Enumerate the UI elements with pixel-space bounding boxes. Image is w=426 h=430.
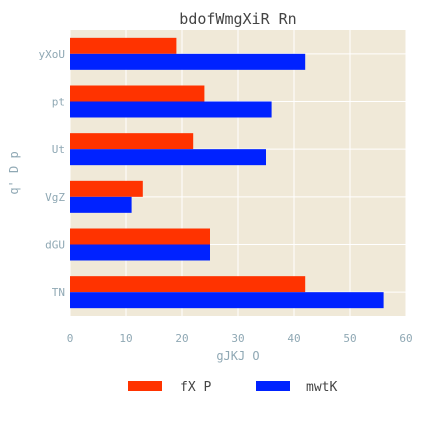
x-tick-label-2: 20: [175, 332, 188, 345]
x-tick-label-6: 60: [399, 332, 412, 345]
x-tick-label-0: 0: [67, 332, 74, 345]
bar-mwtk-ut: [70, 149, 266, 166]
bar-fx-p-ut: [70, 133, 194, 150]
y-tick-label-vgz: VgZ: [45, 191, 65, 204]
x-tick-label-3: 30: [231, 332, 244, 345]
y-tick-labels: TN dGU VgZ Ut pt yXoU: [39, 48, 66, 299]
bar-fx-p-pt: [70, 85, 205, 102]
bar-mwtk-vgz: [70, 196, 132, 213]
bar-fx-p-yxou: [70, 37, 177, 54]
x-axis-label: gJKJ O: [216, 349, 259, 363]
legend-swatch-mwtk: [256, 381, 290, 391]
y-tick-label-ut: Ut: [52, 143, 65, 156]
bar-mwtk-dgu: [70, 244, 210, 261]
x-tick-label-1: 10: [119, 332, 132, 345]
legend: fX P mwtK: [128, 380, 337, 395]
bars: [70, 37, 384, 309]
bar-fx-p-dgu: [70, 228, 210, 245]
x-tick-label-4: 40: [287, 332, 300, 345]
y-tick-label-yxou: yXoU: [39, 48, 66, 61]
x-tick-labels: 0 10 20 30 40 50 60: [67, 332, 413, 345]
y-axis-label: q' D p: [7, 151, 21, 194]
legend-label-mwtk: mwtK: [306, 380, 337, 395]
bar-mwtk-yxou: [70, 53, 306, 70]
legend-swatch-fx-p: [128, 381, 162, 391]
y-tick-label-pt: pt: [52, 96, 65, 109]
x-tick-label-5: 50: [343, 332, 356, 345]
legend-label-fx-p: fX P: [180, 380, 211, 395]
chart-title: bdofWmgXiR Rn: [179, 10, 296, 28]
bar-mwtk-tn: [70, 292, 384, 309]
y-tick-label-dgu: dGU: [45, 239, 65, 252]
bar-fx-p-tn: [70, 276, 306, 293]
y-tick-label-tn: TN: [52, 286, 65, 299]
bar-mwtk-pt: [70, 101, 272, 118]
bar-fx-p-vgz: [70, 180, 143, 197]
